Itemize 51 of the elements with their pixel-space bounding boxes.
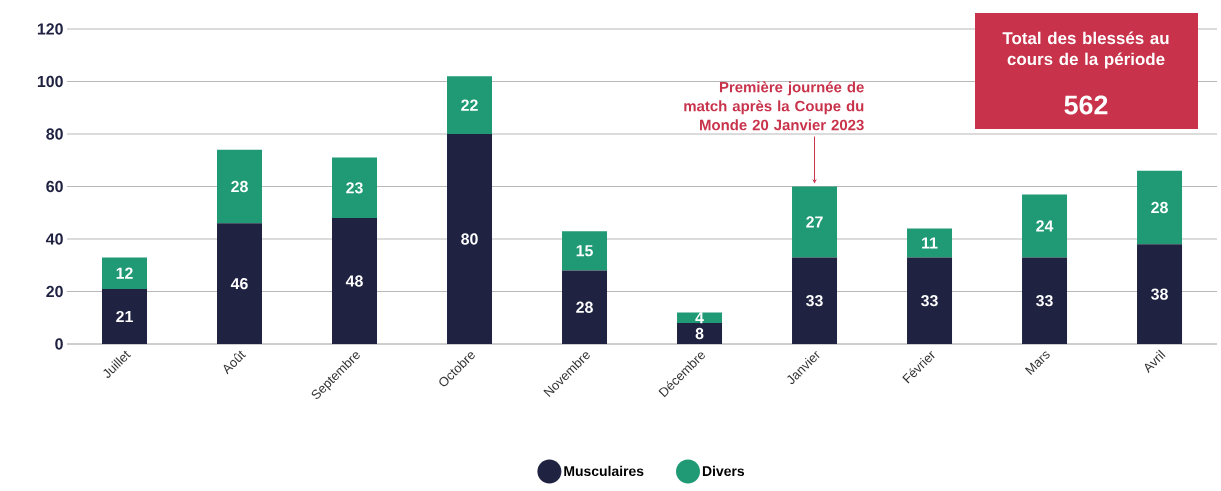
bar [102,257,147,289]
y-tick-label: 120 [37,23,63,35]
data-label: 4 [695,312,704,324]
data-label: 80 [461,233,478,245]
bar [332,157,378,218]
data-label: 28 [576,301,593,313]
bar [1137,170,1183,245]
y-tick-label: 100 [37,75,63,88]
y-tick-label: 80 [46,128,63,140]
data-label: 48 [345,275,363,287]
bar [447,76,493,134]
legend-label: Divers [702,465,745,477]
data-label: 27 [806,216,823,228]
bar [447,134,493,344]
bar [102,288,147,344]
legend-label: Musculaires [564,465,644,477]
data-label: 12 [116,267,133,279]
data-label: 8 [695,327,704,340]
data-label: 46 [230,277,248,290]
bar [792,186,838,258]
bar [562,231,608,271]
data-label: 33 [921,295,938,307]
bar [332,218,378,344]
annotation: 562 [1064,95,1108,115]
data-label: 15 [576,245,593,257]
annotation: Total des blessés au cours de la période [1002,31,1169,69]
bar [217,149,262,224]
data-label: 33 [1036,295,1053,307]
bar [217,223,262,344]
y-tick-label: 60 [46,180,63,193]
data-label: 22 [461,99,478,111]
bar [907,257,953,344]
bar [562,270,608,344]
bar [907,228,953,258]
data-label: 21 [116,310,133,322]
y-tick-label: 40 [45,233,63,245]
y-tick-label: 0 [55,338,63,350]
data-label: 38 [1151,288,1168,300]
data-label: 23 [346,182,363,194]
data-label: 28 [231,180,248,193]
data-label: 11 [922,237,938,249]
bar [1022,257,1068,344]
data-label: 28 [1151,201,1168,214]
y-tick-label: 20 [46,285,63,298]
data-label: 24 [1036,220,1054,232]
bar [1137,244,1183,344]
bar [1022,194,1068,258]
bar [677,323,723,344]
annotation: Première journée de match après la Coupe du Monde 20 Janvier 2023 [684,81,864,131]
data-label: 33 [806,295,823,307]
bar [792,257,838,344]
